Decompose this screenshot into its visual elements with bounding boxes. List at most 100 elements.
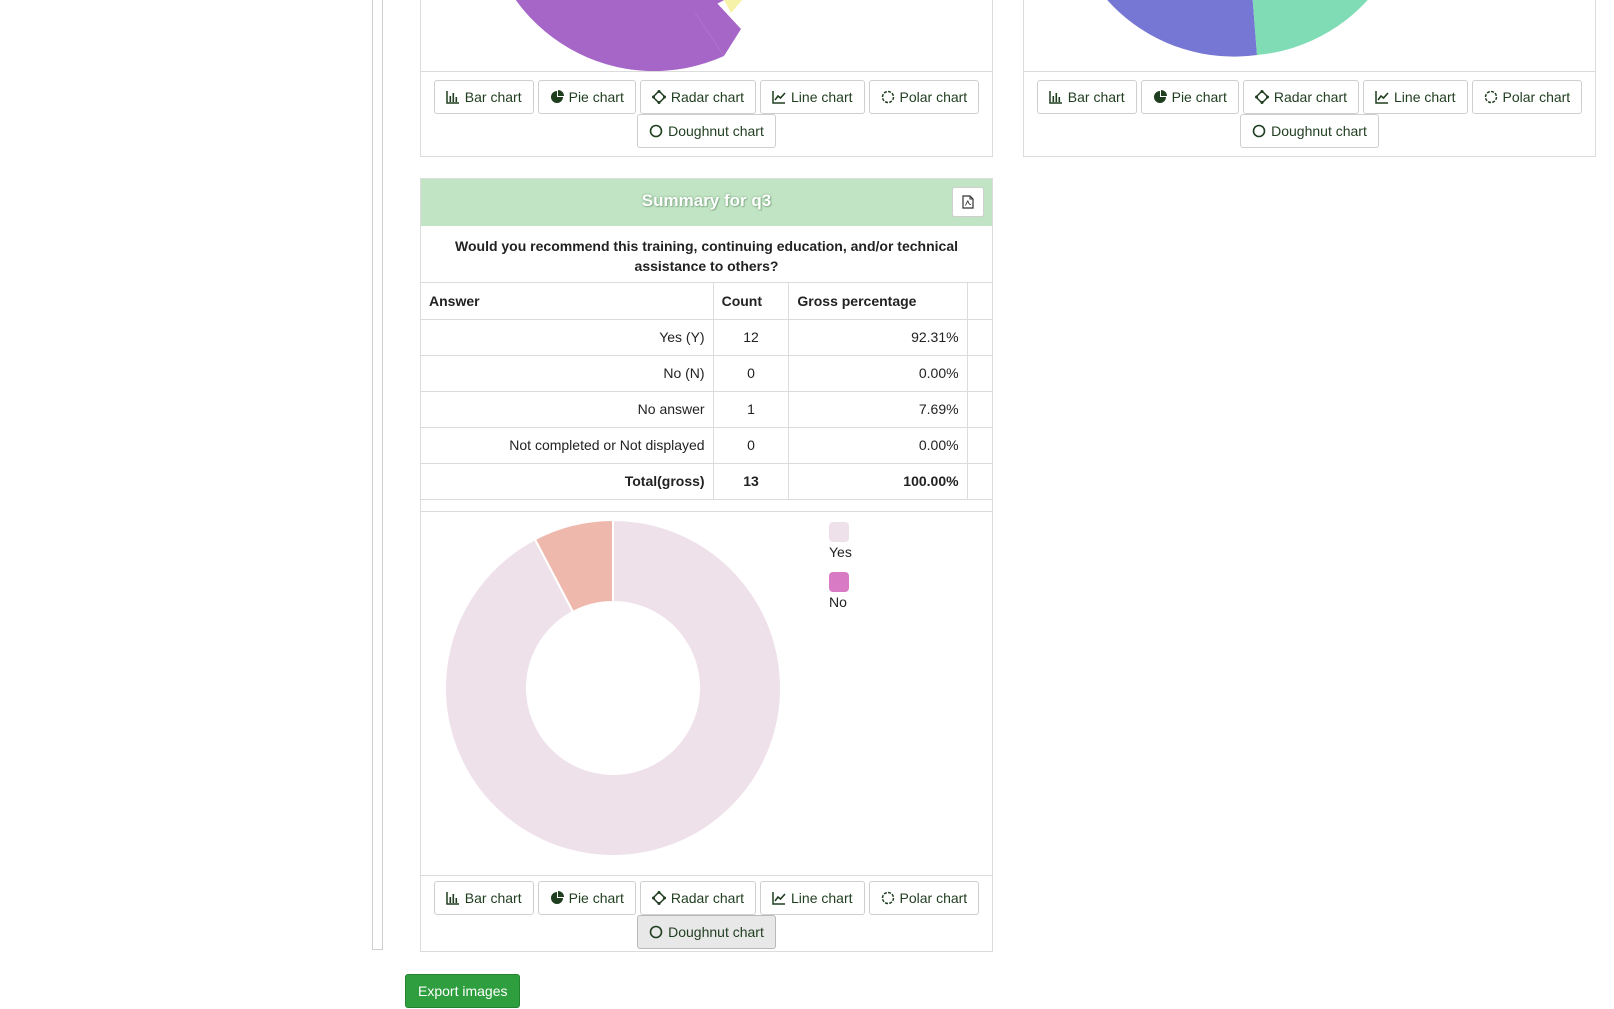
row-count: 12 xyxy=(712,318,790,356)
row-answer: No answer xyxy=(421,390,714,428)
polar-chart-label: Polar chart xyxy=(899,89,968,105)
pie-slice-purple-edge xyxy=(686,0,741,56)
summary-header: Summary for q3 xyxy=(421,179,992,226)
table-row: No (N) 0 0.00% xyxy=(421,354,992,392)
line-chart-button[interactable]: Line chart xyxy=(1363,80,1468,114)
line-chart-label: Line chart xyxy=(1394,89,1456,105)
header-count: Count xyxy=(712,283,790,320)
legend-swatch-no xyxy=(829,572,849,592)
file-pdf-icon xyxy=(962,195,974,209)
polar-chart-icon xyxy=(881,90,894,104)
radar-chart-icon xyxy=(651,90,666,104)
doughnut-chart-button[interactable]: Doughnut chart xyxy=(637,915,776,949)
pie-chart-button[interactable]: Pie chart xyxy=(537,881,636,915)
pie-chart-icon xyxy=(550,90,564,103)
radar-chart-icon xyxy=(1254,90,1269,104)
doughnut-chart-icon xyxy=(1252,124,1266,138)
polar-chart-label: Polar chart xyxy=(899,890,968,906)
pie-slice-purple-main xyxy=(515,0,724,71)
radar-chart-label: Radar chart xyxy=(670,890,745,906)
row-spacer xyxy=(966,318,992,356)
total-spacer xyxy=(966,462,992,500)
total-answer: Total(gross) xyxy=(421,462,714,500)
bar-chart-icon xyxy=(446,91,459,104)
header-answer: Answer xyxy=(421,283,714,320)
pie-chart-button[interactable]: Pie chart xyxy=(1140,80,1239,114)
total-percentage: 100.00% xyxy=(788,462,968,500)
line-chart-button[interactable]: Line chart xyxy=(760,80,865,114)
radar-chart-label: Radar chart xyxy=(1273,89,1348,105)
pie-chart-button[interactable]: Pie chart xyxy=(537,80,636,114)
row-percentage: 92.31% xyxy=(788,318,968,356)
row-percentage: 0.00% xyxy=(788,426,968,464)
doughnut-chart xyxy=(444,518,782,857)
chart-canvas-q1 xyxy=(421,0,992,72)
row-spacer xyxy=(966,390,992,428)
row-count: 1 xyxy=(712,390,790,428)
doughnut-chart-label: Doughnut chart xyxy=(668,123,764,139)
row-count: 0 xyxy=(712,354,790,392)
chart-legend: Yes No xyxy=(829,522,869,622)
row-answer: Yes (Y) xyxy=(421,318,714,356)
row-percentage: 0.00% xyxy=(788,354,968,392)
doughnut-chart-button[interactable]: Doughnut chart xyxy=(1240,114,1379,148)
line-chart-icon xyxy=(772,892,786,905)
radar-chart-button[interactable]: Radar chart xyxy=(1242,80,1360,114)
line-chart-button[interactable]: Line chart xyxy=(760,881,865,915)
table-total-row: Total(gross) 13 100.00% xyxy=(421,462,992,500)
row-count: 0 xyxy=(712,426,790,464)
table-row: No answer 1 7.69% xyxy=(421,390,992,428)
legend-item-no[interactable]: No xyxy=(829,572,869,610)
pie-chart-label: Pie chart xyxy=(568,890,624,906)
bar-chart-button[interactable]: Bar chart xyxy=(1036,80,1137,114)
row-spacer xyxy=(966,426,992,464)
radar-chart-button[interactable]: Radar chart xyxy=(639,80,757,114)
summary-panel-q3: Summary for q3 Would you recommend this … xyxy=(420,178,993,952)
line-chart-label: Line chart xyxy=(791,890,853,906)
export-images-button[interactable]: Export images xyxy=(405,974,521,1008)
bar-chart-label: Bar chart xyxy=(464,890,522,906)
bar-chart-button[interactable]: Bar chart xyxy=(433,881,534,915)
summary-table: Answer Count Gross percentage Yes (Y) 12… xyxy=(421,283,992,500)
radar-chart-label: Radar chart xyxy=(670,89,745,105)
pie-chart-label: Pie chart xyxy=(1171,89,1227,105)
polar-chart-button[interactable]: Polar chart xyxy=(868,80,980,114)
doughnut-slice-yes[interactable] xyxy=(444,518,782,857)
legend-label-yes: Yes xyxy=(829,544,852,560)
row-answer: Not completed or Not displayed xyxy=(421,426,714,464)
polar-chart-icon xyxy=(1484,90,1497,104)
table-header-row: Answer Count Gross percentage xyxy=(421,283,992,320)
pie-slice-yellow xyxy=(724,0,743,13)
line-chart-label: Line chart xyxy=(791,89,853,105)
legend-item-yes[interactable]: Yes xyxy=(829,522,869,560)
total-count: 13 xyxy=(712,462,790,500)
bar-chart-label: Bar chart xyxy=(1067,89,1125,105)
table-row: Not completed or Not displayed 0 0.00% xyxy=(421,426,992,464)
doughnut-slice-no-answer[interactable] xyxy=(533,518,614,614)
question-text: Would you recommend this training, conti… xyxy=(421,226,992,283)
doughnut-chart-container: Yes No xyxy=(421,511,992,876)
pie-chart-icon xyxy=(1153,90,1167,103)
sidebar-divider xyxy=(372,0,383,950)
radar-chart-icon xyxy=(651,891,666,905)
chart-panel-q2: Bar chart Pie chart Radar chart Line chart P… xyxy=(1023,0,1596,157)
doughnut-chart-label: Doughnut chart xyxy=(1271,123,1367,139)
bar-chart-button[interactable]: Bar chart xyxy=(433,80,534,114)
pie-chart-q2 xyxy=(1107,0,1368,57)
polar-chart-button[interactable]: Polar chart xyxy=(868,881,980,915)
doughnut-chart-button[interactable]: Doughnut chart xyxy=(637,114,776,148)
doughnut-chart-icon xyxy=(649,124,663,138)
bar-chart-icon xyxy=(1049,91,1062,104)
polar-chart-button[interactable]: Polar chart xyxy=(1471,80,1583,114)
legend-label-no: No xyxy=(829,594,847,610)
chart-canvas-q2 xyxy=(1024,0,1595,72)
legend-swatch-yes xyxy=(829,522,849,542)
radar-chart-button[interactable]: Radar chart xyxy=(639,881,757,915)
export-pdf-button[interactable] xyxy=(952,187,984,217)
pie-chart-q1 xyxy=(515,0,743,71)
pie-chart-label: Pie chart xyxy=(568,89,624,105)
doughnut-chart-icon xyxy=(649,925,663,939)
summary-title: Summary for q3 xyxy=(641,191,772,210)
pie-chart-icon xyxy=(550,891,564,904)
row-answer: No (N) xyxy=(421,354,714,392)
